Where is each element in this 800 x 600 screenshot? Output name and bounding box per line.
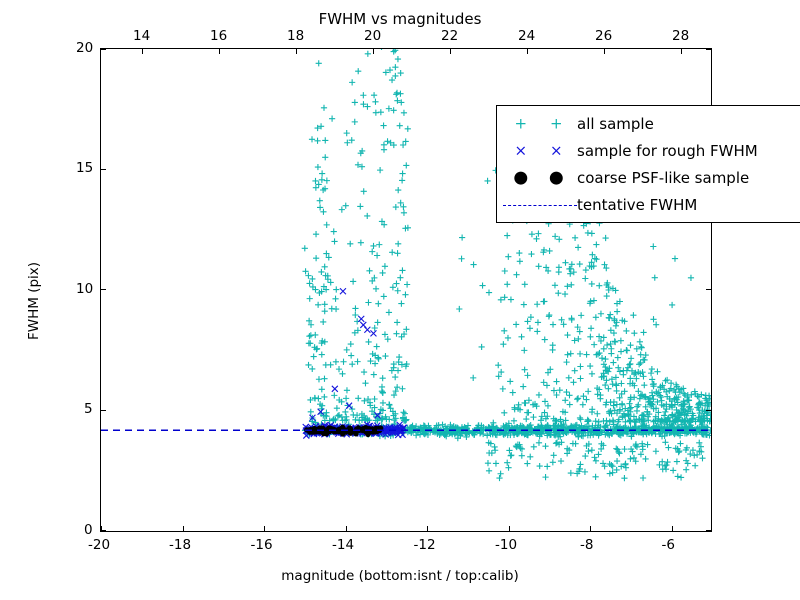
y-tick <box>101 409 106 411</box>
x-tick-label: -16 <box>250 537 273 553</box>
x-tick-top <box>373 49 374 54</box>
x-tick-label: -10 <box>495 537 518 553</box>
x-tick-label: -20 <box>88 537 111 553</box>
x-tick <box>345 526 347 531</box>
x-tick-top <box>450 49 451 54</box>
y-tick <box>101 49 106 50</box>
x-tick-top <box>219 49 220 54</box>
x-tick-label: -14 <box>332 537 355 553</box>
scatter-plot-canvas <box>101 49 711 482</box>
legend-label: tentative FWHM <box>577 195 698 214</box>
x-tick-label: -12 <box>413 537 436 553</box>
dashed-line-icon <box>503 195 577 215</box>
x-tick-label-top: 28 <box>672 28 690 44</box>
y-tick <box>706 530 711 531</box>
x-tick-label-top: 22 <box>441 28 459 44</box>
x-tick <box>590 526 591 531</box>
y-tick <box>706 49 711 50</box>
y-tick <box>101 289 106 290</box>
y-tick <box>706 289 711 290</box>
y-tick-label: 20 <box>76 40 94 56</box>
legend-label: all sample <box>577 114 654 133</box>
y-tick <box>706 409 711 411</box>
legend-item-all-sample: + + all sample <box>503 110 800 137</box>
x-axis-label: magnitude (bottom:isnt / top:calib) <box>281 568 519 584</box>
x-tick <box>671 526 673 531</box>
x-tick-top <box>681 49 682 54</box>
x-tick-label: -6 <box>661 537 675 553</box>
legend-label: sample for rough FWHM <box>577 141 758 160</box>
x-tick-label-top: 18 <box>287 28 305 44</box>
legend-item-tentative-fwhm: tentative FWHM <box>503 191 800 218</box>
y-tick-label: 5 <box>84 401 93 417</box>
y-tick-label: 15 <box>76 160 94 176</box>
plus-marker-icon: + + <box>514 114 563 132</box>
y-tick <box>101 168 106 170</box>
legend-item-coarse-psf: ● ● coarse PSF-like sample <box>503 164 800 191</box>
legend: + + all sample × × sample for rough FWHM… <box>496 105 800 223</box>
x-marker-icon: × × <box>514 141 563 159</box>
x-tick-label-top: 16 <box>210 28 228 44</box>
x-tick-label-top: 24 <box>518 28 536 44</box>
x-tick <box>508 526 510 531</box>
x-tick <box>264 526 265 531</box>
y-tick-label: 10 <box>76 281 94 297</box>
plot-area: + + all sample × × sample for rough FWHM… <box>100 48 800 532</box>
x-tick-label-top: 20 <box>364 28 382 44</box>
legend-label: coarse PSF-like sample <box>577 168 750 187</box>
x-tick-label: -8 <box>580 537 594 553</box>
x-tick-top <box>142 49 143 54</box>
legend-item-rough-fwhm: × × sample for rough FWHM <box>503 137 800 164</box>
y-tick <box>101 530 106 531</box>
x-tick-label: -18 <box>169 537 192 553</box>
y-tick-label: 0 <box>84 522 93 538</box>
series-coarse-psf <box>304 424 384 438</box>
x-tick-label-top: 14 <box>133 28 151 44</box>
x-tick <box>101 526 102 531</box>
x-tick-top <box>296 49 297 54</box>
x-tick <box>427 526 428 531</box>
chart-title: FWHM vs magnitudes <box>318 10 482 28</box>
x-tick-top <box>527 49 528 54</box>
y-axis-label: FWHM (pix) <box>26 261 42 340</box>
x-tick-label-top: 26 <box>595 28 613 44</box>
x-tick <box>182 526 184 531</box>
dot-marker-icon: ● ● <box>513 167 564 187</box>
x-tick-top <box>604 49 605 54</box>
